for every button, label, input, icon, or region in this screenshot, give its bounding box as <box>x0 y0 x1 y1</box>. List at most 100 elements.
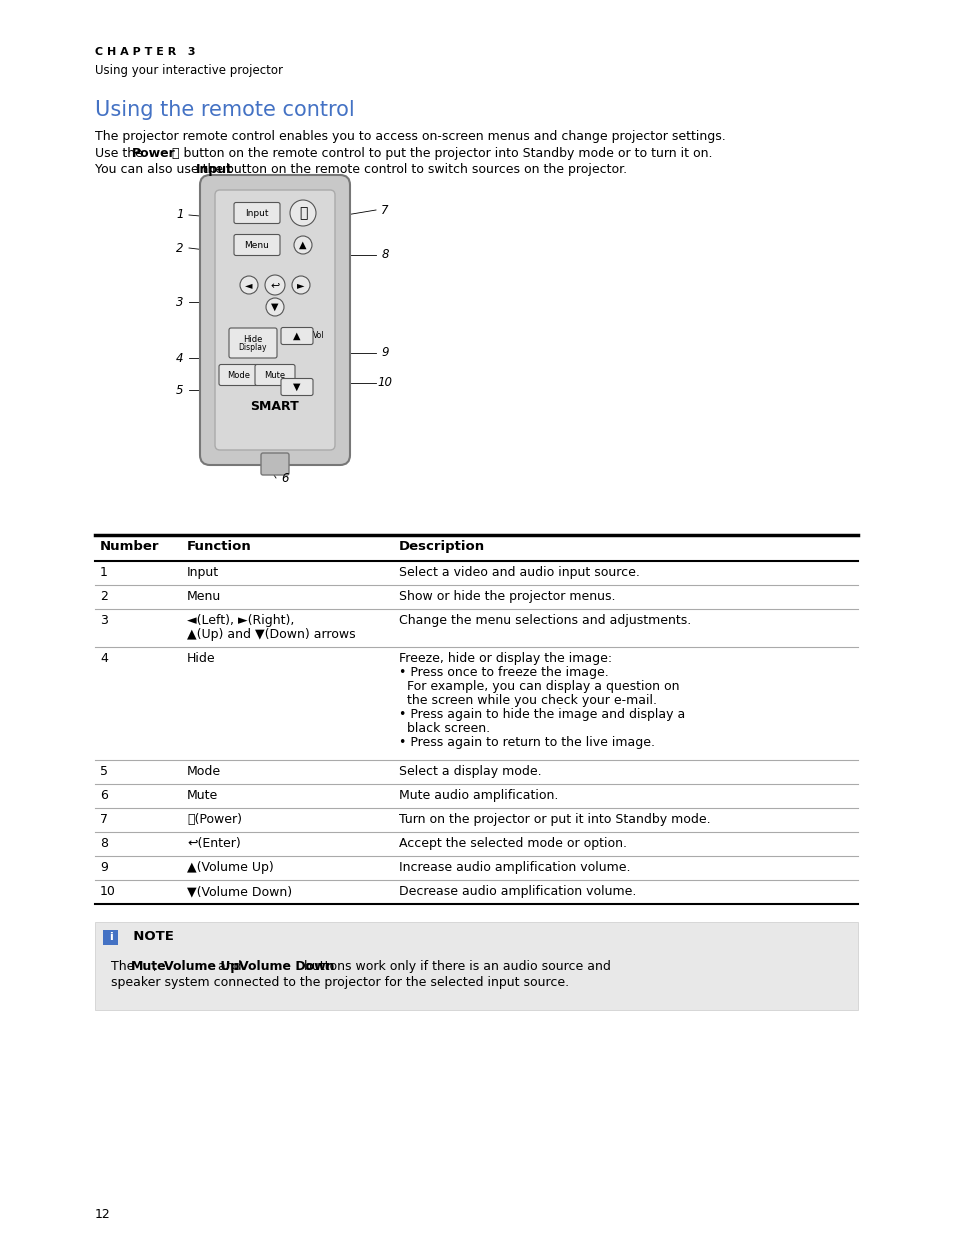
Text: the screen while you check your e-mail.: the screen while you check your e-mail. <box>398 694 657 706</box>
Text: Mute: Mute <box>187 789 218 802</box>
Text: ,: , <box>153 960 161 973</box>
Text: Menu: Menu <box>187 590 221 603</box>
Text: 3: 3 <box>176 295 184 309</box>
Text: 6: 6 <box>281 472 289 484</box>
FancyBboxPatch shape <box>281 327 313 345</box>
Text: The: The <box>111 960 138 973</box>
Text: ↩(Enter): ↩(Enter) <box>187 837 240 850</box>
Text: 8: 8 <box>100 837 108 850</box>
Text: 9: 9 <box>100 861 108 874</box>
Text: The projector remote control enables you to access on-screen menus and change pr: The projector remote control enables you… <box>95 130 725 143</box>
Text: C H A P T E R   3: C H A P T E R 3 <box>95 47 195 57</box>
Text: 3: 3 <box>100 614 108 627</box>
Text: 2: 2 <box>100 590 108 603</box>
Text: Using the remote control: Using the remote control <box>95 100 355 120</box>
Text: Mode: Mode <box>187 764 221 778</box>
Text: 9: 9 <box>381 347 388 359</box>
FancyBboxPatch shape <box>233 235 280 256</box>
Text: 4: 4 <box>176 352 184 364</box>
Text: Input: Input <box>245 209 269 217</box>
Text: ◄: ◄ <box>245 280 253 290</box>
Circle shape <box>240 275 257 294</box>
Text: Menu: Menu <box>244 241 269 249</box>
Text: 10: 10 <box>100 885 115 898</box>
Text: Vol: Vol <box>313 331 324 341</box>
Text: Show or hide the projector menus.: Show or hide the projector menus. <box>398 590 615 603</box>
Text: 4: 4 <box>100 652 108 664</box>
FancyBboxPatch shape <box>229 329 276 358</box>
Text: ↩: ↩ <box>270 280 279 290</box>
Text: Display: Display <box>238 343 267 352</box>
Text: ▲: ▲ <box>293 331 300 341</box>
Circle shape <box>265 275 285 295</box>
Text: Function: Function <box>187 540 252 553</box>
Text: • Press again to hide the image and display a: • Press again to hide the image and disp… <box>398 708 684 721</box>
Text: Decrease audio amplification volume.: Decrease audio amplification volume. <box>398 885 636 898</box>
Text: Accept the selected mode or option.: Accept the selected mode or option. <box>398 837 626 850</box>
Text: Mute: Mute <box>131 960 167 973</box>
FancyBboxPatch shape <box>281 378 313 395</box>
Text: Use the: Use the <box>95 147 147 161</box>
Text: Hide: Hide <box>243 335 262 343</box>
Text: Input: Input <box>187 566 219 579</box>
Text: ►: ► <box>297 280 304 290</box>
Text: Number: Number <box>100 540 159 553</box>
Text: ⏻ button on the remote control to put the projector into Standby mode or to turn: ⏻ button on the remote control to put th… <box>168 147 712 161</box>
Text: Select a display mode.: Select a display mode. <box>398 764 541 778</box>
Text: i: i <box>109 932 112 942</box>
Text: Volume Up: Volume Up <box>163 960 238 973</box>
Text: Mute audio amplification.: Mute audio amplification. <box>398 789 558 802</box>
Text: 6: 6 <box>100 789 108 802</box>
FancyBboxPatch shape <box>219 364 258 385</box>
Text: Turn on the projector or put it into Standby mode.: Turn on the projector or put it into Sta… <box>398 813 710 826</box>
Text: ▲(Volume Up): ▲(Volume Up) <box>187 861 274 874</box>
Text: 7: 7 <box>100 813 108 826</box>
Text: 10: 10 <box>377 377 392 389</box>
Text: ▼: ▼ <box>271 303 278 312</box>
Text: Increase audio amplification volume.: Increase audio amplification volume. <box>398 861 630 874</box>
Text: You can also use the: You can also use the <box>95 163 227 177</box>
Text: 7: 7 <box>381 204 388 216</box>
Text: Power: Power <box>132 147 175 161</box>
Text: Description: Description <box>398 540 485 553</box>
Text: speaker system connected to the projector for the selected input source.: speaker system connected to the projecto… <box>111 976 569 989</box>
Text: 1: 1 <box>176 209 184 221</box>
Text: ▲: ▲ <box>299 240 307 249</box>
Text: ▲(Up) and ▼(Down) arrows: ▲(Up) and ▼(Down) arrows <box>187 629 355 641</box>
Text: Volume Down: Volume Down <box>239 960 335 973</box>
Text: 8: 8 <box>381 248 388 262</box>
FancyBboxPatch shape <box>103 930 118 945</box>
Text: Mode: Mode <box>227 370 251 379</box>
Text: and: and <box>213 960 245 973</box>
Text: SMART: SMART <box>251 400 299 414</box>
Text: Mute: Mute <box>264 370 285 379</box>
Text: ⏻(Power): ⏻(Power) <box>187 813 242 826</box>
Text: Select a video and audio input source.: Select a video and audio input source. <box>398 566 639 579</box>
Circle shape <box>266 298 284 316</box>
Text: Freeze, hide or display the image:: Freeze, hide or display the image: <box>398 652 612 664</box>
Text: For example, you can display a question on: For example, you can display a question … <box>398 680 679 693</box>
Text: ⏻: ⏻ <box>298 206 307 220</box>
FancyBboxPatch shape <box>214 190 335 450</box>
FancyBboxPatch shape <box>95 923 857 1010</box>
Text: ▼(Volume Down): ▼(Volume Down) <box>187 885 292 898</box>
Text: • Press again to return to the live image.: • Press again to return to the live imag… <box>398 736 655 748</box>
Text: buttons work only if there is an audio source and: buttons work only if there is an audio s… <box>300 960 611 973</box>
Circle shape <box>294 236 312 254</box>
FancyBboxPatch shape <box>254 364 294 385</box>
Text: Change the menu selections and adjustments.: Change the menu selections and adjustmen… <box>398 614 691 627</box>
Text: Hide: Hide <box>187 652 215 664</box>
Text: 5: 5 <box>100 764 108 778</box>
Circle shape <box>290 200 315 226</box>
Text: 5: 5 <box>176 384 184 396</box>
Text: black screen.: black screen. <box>398 722 490 735</box>
FancyBboxPatch shape <box>200 175 350 466</box>
Text: Input: Input <box>195 163 233 177</box>
Text: ▼: ▼ <box>293 382 300 391</box>
Text: button on the remote control to switch sources on the projector.: button on the remote control to switch s… <box>222 163 626 177</box>
Text: 2: 2 <box>176 242 184 254</box>
Text: • Press once to freeze the image.: • Press once to freeze the image. <box>398 666 608 679</box>
FancyBboxPatch shape <box>233 203 280 224</box>
Text: Using your interactive projector: Using your interactive projector <box>95 64 283 77</box>
Text: 12: 12 <box>95 1208 111 1221</box>
